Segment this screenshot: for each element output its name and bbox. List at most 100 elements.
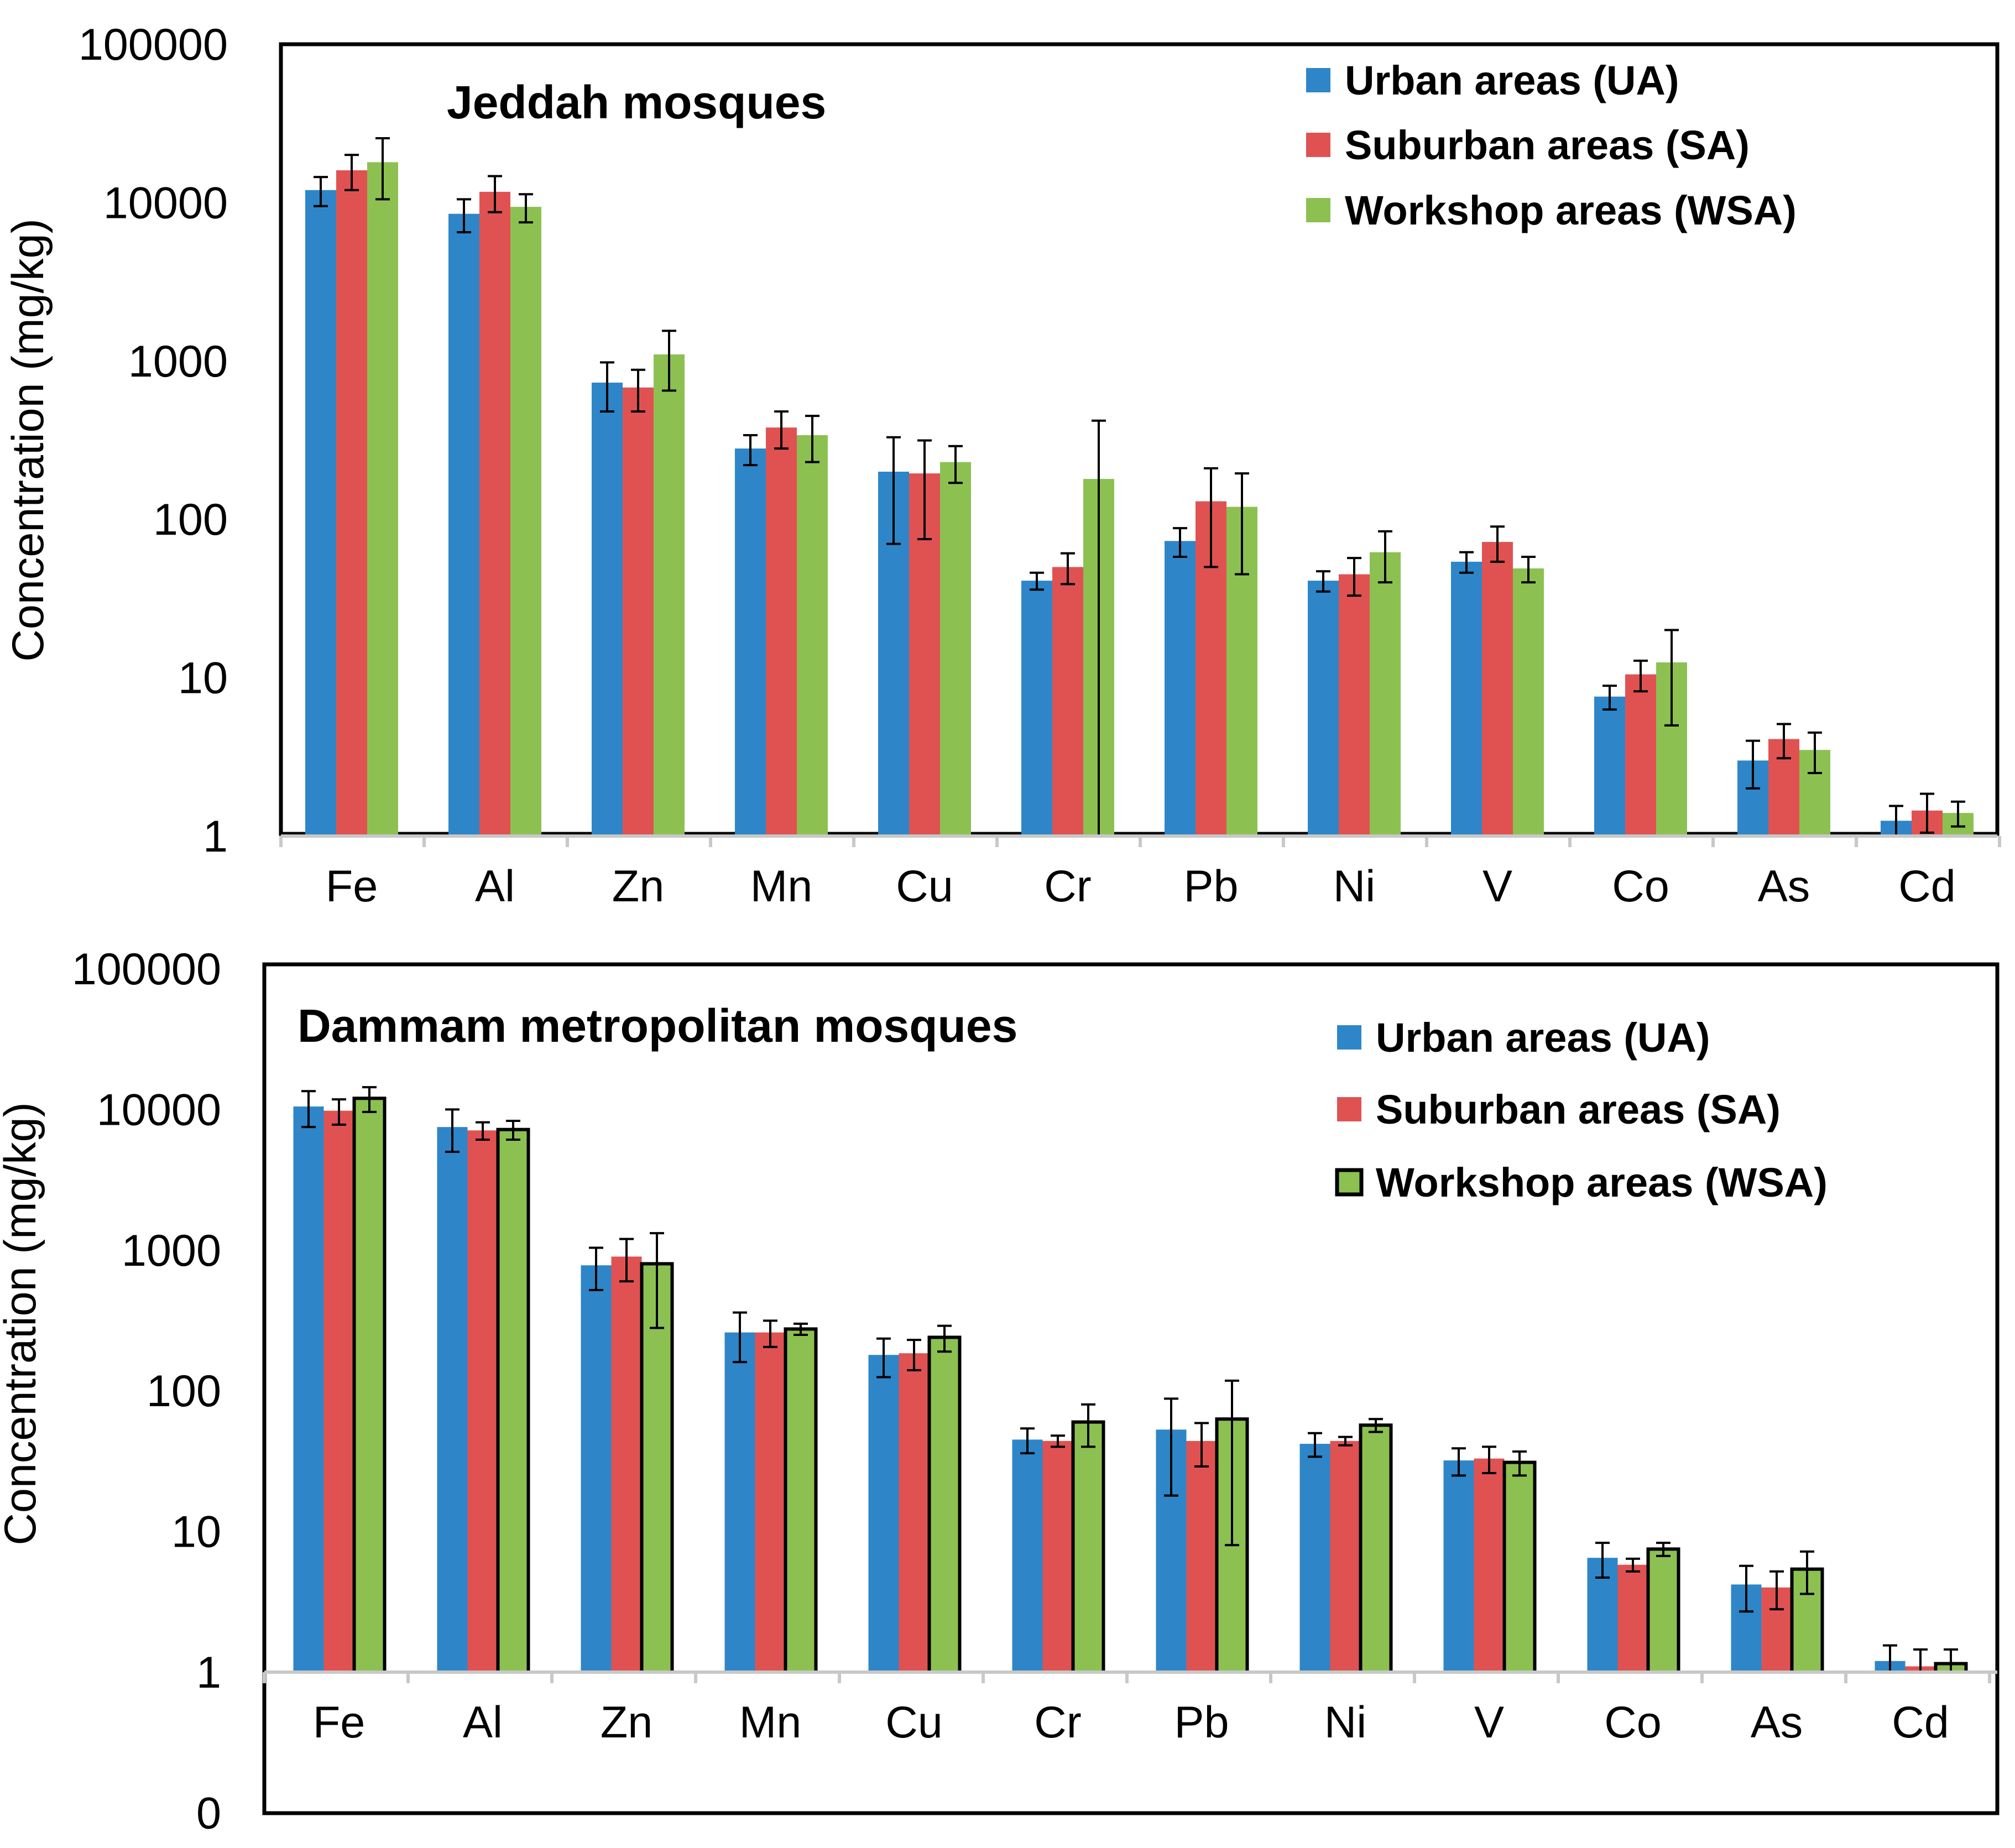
bar-al-2 — [467, 1130, 498, 1672]
bar-co-2 — [1625, 674, 1656, 836]
x-tick-label: Co — [1612, 862, 1669, 911]
y-tick-label: 100000 — [72, 944, 221, 994]
x-tick-label: V — [1474, 1698, 1504, 1747]
x-tick-label: V — [1482, 862, 1512, 911]
bar-co-2 — [1617, 1564, 1648, 1672]
y-tick-label: 1000 — [122, 1226, 221, 1276]
bar-ni-2 — [1330, 1440, 1361, 1672]
bar-cr-3 — [1071, 1420, 1105, 1674]
y-tick-label: 100 — [153, 495, 228, 545]
bar-ni-1 — [1308, 581, 1339, 836]
bar-v-2 — [1482, 542, 1513, 836]
bar-mn-1 — [724, 1332, 755, 1672]
bar-cr-2 — [1052, 567, 1083, 836]
x-tick-label: As — [1751, 1698, 1803, 1747]
legend-label-1: Urban areas (UA) — [1376, 1015, 1710, 1061]
bar-ni-1 — [1299, 1444, 1330, 1672]
bar-zn-3 — [654, 354, 685, 836]
x-tick-label: Zn — [612, 862, 665, 911]
bar-cr-1 — [1021, 581, 1052, 836]
x-tick-label: Mn — [739, 1698, 802, 1747]
bar-v-3 — [1502, 1460, 1537, 1674]
bar-fe-3 — [367, 162, 398, 837]
bar-v-1 — [1443, 1460, 1474, 1672]
y-axis-title: Concentration (mg/kg) — [3, 218, 53, 661]
x-tick-label: Ni — [1333, 862, 1376, 911]
bar-mn-2 — [755, 1332, 786, 1672]
y-axis-title: Concentration (mg/kg) — [0, 1102, 45, 1545]
y-tick-label: 10 — [178, 654, 228, 703]
x-tick-label: As — [1758, 862, 1810, 911]
bar-cu-2 — [899, 1353, 930, 1672]
bar-al-2 — [479, 191, 510, 836]
bar-cr-2 — [1042, 1440, 1073, 1672]
bar-al-3 — [496, 1127, 530, 1674]
legend-label-2: Suburban areas (SA) — [1376, 1087, 1781, 1132]
bar-cu-3 — [940, 462, 971, 836]
bar-mn-3 — [797, 435, 828, 836]
bar-mn-3 — [784, 1327, 818, 1674]
legend-label-3: Workshop areas (WSA) — [1345, 187, 1797, 233]
x-tick-label: Mn — [750, 862, 813, 911]
y-tick-label: 1 — [203, 812, 228, 862]
bar-fe-2 — [336, 170, 367, 836]
y-tick-label: 1 — [196, 1648, 221, 1698]
bar-zn-1 — [581, 1265, 612, 1672]
x-tick-label: Fe — [326, 862, 378, 911]
bar-ni-3 — [1370, 552, 1401, 836]
x-tick-label: Cr — [1034, 1698, 1081, 1747]
x-tick-label: Co — [1604, 1698, 1662, 1747]
x-tick-label: Cd — [1898, 862, 1956, 911]
legend-swatch-1 — [1306, 68, 1330, 92]
bar-cu-1 — [868, 1355, 899, 1672]
plot-frame — [279, 42, 2000, 836]
x-tick-label: Pb — [1174, 1698, 1229, 1747]
bar-mn-1 — [735, 448, 766, 836]
bar-cu-3 — [927, 1335, 962, 1674]
bar-ni-2 — [1339, 574, 1370, 836]
bar-zn-2 — [623, 387, 654, 836]
chart-title: Dammam metropolitan mosques — [297, 1000, 1017, 1052]
bar-zn-3 — [640, 1262, 674, 1674]
bar-al-1 — [448, 213, 479, 837]
bar-fe-1 — [293, 1106, 324, 1672]
bar-co-3 — [1646, 1547, 1680, 1674]
bar-pb-2 — [1186, 1440, 1217, 1672]
x-tick-label: Al — [463, 1698, 503, 1747]
x-tick-label: Fe — [313, 1698, 366, 1747]
bar-fe-3 — [352, 1097, 387, 1674]
bar-fe-1 — [305, 190, 336, 836]
y-tick-label: 100000 — [79, 20, 228, 70]
x-tick-label: Cr — [1044, 862, 1091, 911]
y-tick-label: 100 — [147, 1366, 221, 1416]
bar-cr-1 — [1012, 1439, 1043, 1672]
x-tick-label: Cd — [1892, 1698, 1949, 1747]
y-tick-label: 0 — [196, 1788, 221, 1838]
bar-v-1 — [1451, 561, 1482, 836]
bar-co-1 — [1594, 696, 1625, 836]
bar-zn-2 — [611, 1256, 642, 1672]
x-tick-label: Cu — [885, 1698, 943, 1747]
legend-label-3: Workshop areas (WSA) — [1376, 1160, 1828, 1205]
x-tick-label: Al — [475, 862, 515, 911]
x-tick-label: Ni — [1324, 1698, 1367, 1747]
bar-fe-2 — [323, 1110, 354, 1672]
legend-label-1: Urban areas (UA) — [1345, 58, 1679, 103]
y-tick-label: 10000 — [103, 178, 228, 228]
chart-title: Jeddah mosques — [447, 76, 826, 128]
x-tick-label: Pb — [1183, 862, 1238, 911]
legend-swatch-2 — [1306, 133, 1330, 157]
bar-al-1 — [437, 1127, 468, 1672]
chart-1: 1 10 100 1000 10000 100000 Concentration (mg/k… — [3, 20, 2001, 911]
legend-swatch-1 — [1337, 1025, 1361, 1050]
bar-pb-1 — [1165, 541, 1196, 836]
y-tick-label: 10 — [171, 1507, 221, 1557]
legend-label-2: Suburban areas (SA) — [1345, 122, 1750, 168]
bar-v-2 — [1474, 1458, 1505, 1672]
bar-ni-3 — [1359, 1423, 1393, 1674]
x-tick-label: Zn — [601, 1698, 653, 1747]
bar-mn-2 — [766, 427, 797, 836]
y-tick-label: 10000 — [97, 1085, 221, 1135]
